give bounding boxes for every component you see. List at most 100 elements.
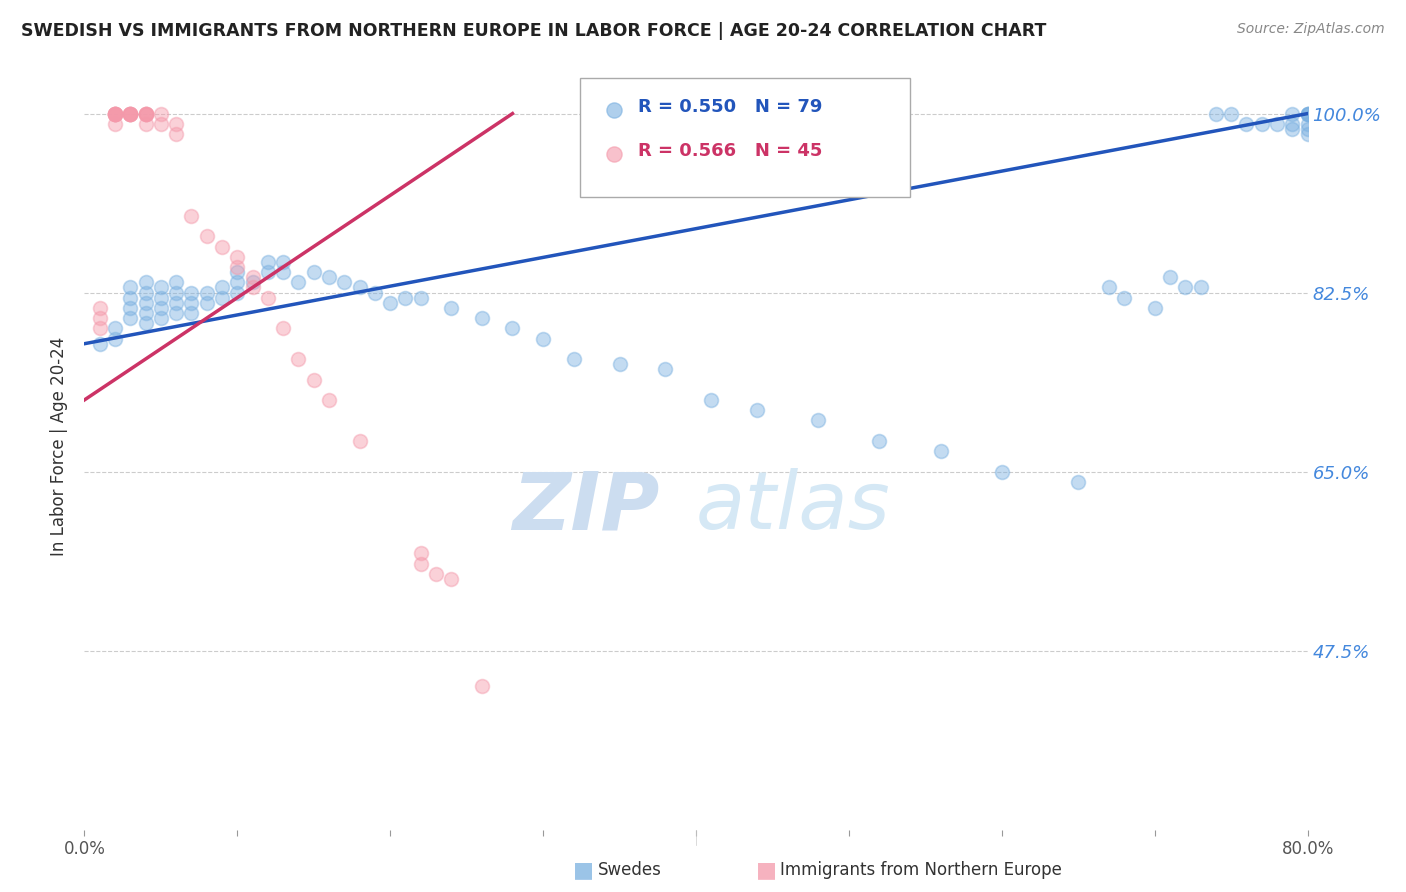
Text: Swedes: Swedes [598, 861, 661, 879]
Point [1220, 106, 1243, 120]
Point [135, 295, 157, 310]
Point [1250, 117, 1272, 131]
Point [271, 321, 294, 335]
Point [120, 106, 142, 120]
Point [471, 679, 494, 693]
Point [562, 352, 585, 367]
Point [654, 362, 676, 376]
Point [195, 229, 218, 244]
Point [135, 106, 157, 120]
Point [257, 255, 280, 269]
Point [135, 106, 157, 120]
Text: R = 0.550   N = 79: R = 0.550 N = 79 [638, 98, 823, 116]
Point [104, 106, 127, 120]
Point [1265, 117, 1288, 131]
Point [364, 285, 387, 300]
Point [195, 295, 218, 310]
Point [104, 106, 127, 120]
Point [1098, 280, 1121, 294]
Point [149, 291, 172, 305]
Point [287, 352, 309, 367]
Point [1281, 106, 1303, 120]
Point [226, 285, 249, 300]
Point [195, 285, 218, 300]
Point [120, 106, 142, 120]
Text: Immigrants from Northern Europe: Immigrants from Northern Europe [780, 861, 1062, 879]
Text: R = 0.566   N = 45: R = 0.566 N = 45 [638, 143, 823, 161]
Point [257, 265, 280, 279]
Point [807, 413, 830, 427]
Point [1296, 106, 1319, 120]
Point [1296, 106, 1319, 120]
Point [1236, 117, 1258, 131]
Point [149, 311, 172, 326]
Point [318, 270, 340, 285]
Point [135, 106, 157, 120]
Text: SWEDISH VS IMMIGRANTS FROM NORTHERN EUROPE IN LABOR FORCE | AGE 20-24 CORRELATIO: SWEDISH VS IMMIGRANTS FROM NORTHERN EURO… [21, 22, 1046, 40]
Point [242, 276, 264, 290]
Point [318, 392, 340, 407]
Point [120, 106, 142, 120]
Point [425, 566, 447, 581]
Point [180, 285, 202, 300]
Point [380, 295, 402, 310]
Point [120, 311, 142, 326]
Point [165, 285, 187, 300]
Point [409, 557, 432, 571]
Point [211, 239, 233, 253]
Text: ■: ■ [756, 860, 776, 880]
Text: ■: ■ [574, 860, 593, 880]
Point [333, 276, 356, 290]
Point [120, 106, 142, 120]
Point [1189, 280, 1212, 294]
Point [180, 306, 202, 320]
Point [471, 311, 494, 326]
Point [149, 106, 172, 120]
Point [226, 250, 249, 264]
Point [104, 117, 127, 131]
Point [165, 127, 187, 141]
Point [735, 169, 758, 184]
Point [1174, 280, 1197, 294]
Point [1296, 122, 1319, 136]
Point [531, 332, 554, 346]
Point [120, 106, 142, 120]
Point [226, 260, 249, 274]
Point [1296, 106, 1319, 120]
Point [1114, 291, 1136, 305]
Point [349, 280, 371, 294]
Point [104, 106, 127, 120]
Text: Source: ZipAtlas.com: Source: ZipAtlas.com [1237, 22, 1385, 37]
Point [89, 321, 111, 335]
Point [149, 117, 172, 131]
Text: atlas: atlas [696, 468, 891, 547]
Point [120, 106, 142, 120]
Point [104, 106, 127, 120]
Point [735, 229, 758, 244]
Point [226, 265, 249, 279]
Point [1281, 122, 1303, 136]
Point [1067, 475, 1090, 489]
Point [609, 357, 631, 371]
Point [165, 295, 187, 310]
Point [165, 276, 187, 290]
Point [135, 106, 157, 120]
Point [226, 276, 249, 290]
Point [287, 276, 309, 290]
Point [394, 291, 416, 305]
Point [120, 280, 142, 294]
Point [135, 117, 157, 131]
Point [1143, 301, 1166, 315]
Point [180, 209, 202, 223]
Point [104, 332, 127, 346]
Point [1281, 117, 1303, 131]
Point [747, 403, 769, 417]
Point [89, 311, 111, 326]
Point [135, 306, 157, 320]
Y-axis label: In Labor Force | Age 20-24: In Labor Force | Age 20-24 [51, 336, 69, 556]
Point [929, 444, 952, 458]
Point [271, 255, 294, 269]
Point [104, 321, 127, 335]
Point [409, 546, 432, 560]
Point [271, 265, 294, 279]
